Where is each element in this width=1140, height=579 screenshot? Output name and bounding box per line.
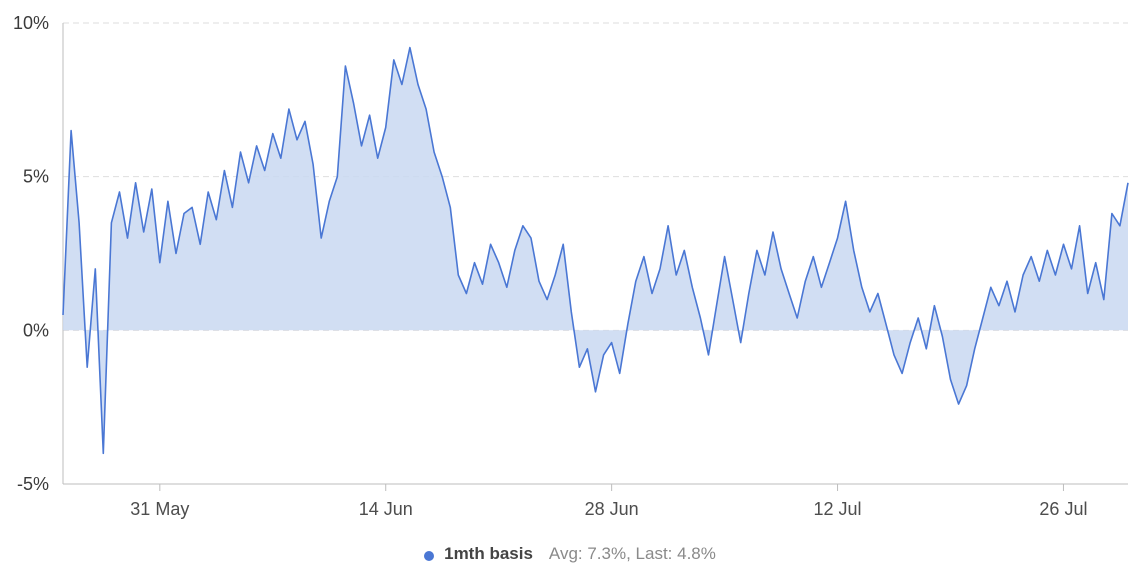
y-tick-label: -5% [17,474,49,494]
x-tick-label: 14 Jun [359,499,413,519]
x-tick-label: 28 Jun [585,499,639,519]
x-tick-label: 12 Jul [814,499,862,519]
legend[interactable]: 1mth basis Avg: 7.3%, Last: 4.8% [0,544,1140,564]
y-tick-label: 5% [23,167,49,187]
series-line-0 [62,46,1129,455]
legend-series-name: 1mth basis [444,544,533,563]
y-tick-label: 10% [13,13,49,33]
x-tick-label: 26 Jul [1039,499,1087,519]
x-tick-label: 31 May [130,499,189,519]
legend-marker [424,551,435,561]
legend-stats: Avg: 7.3%, Last: 4.8% [548,544,716,563]
y-tick-label: 0% [23,320,49,340]
plot-area: 10% 5% 0% -5% 31 May 14 Jun 28 Jun 12 Jul 26 Jul [13,13,1129,519]
series-area-0 [63,47,1128,454]
